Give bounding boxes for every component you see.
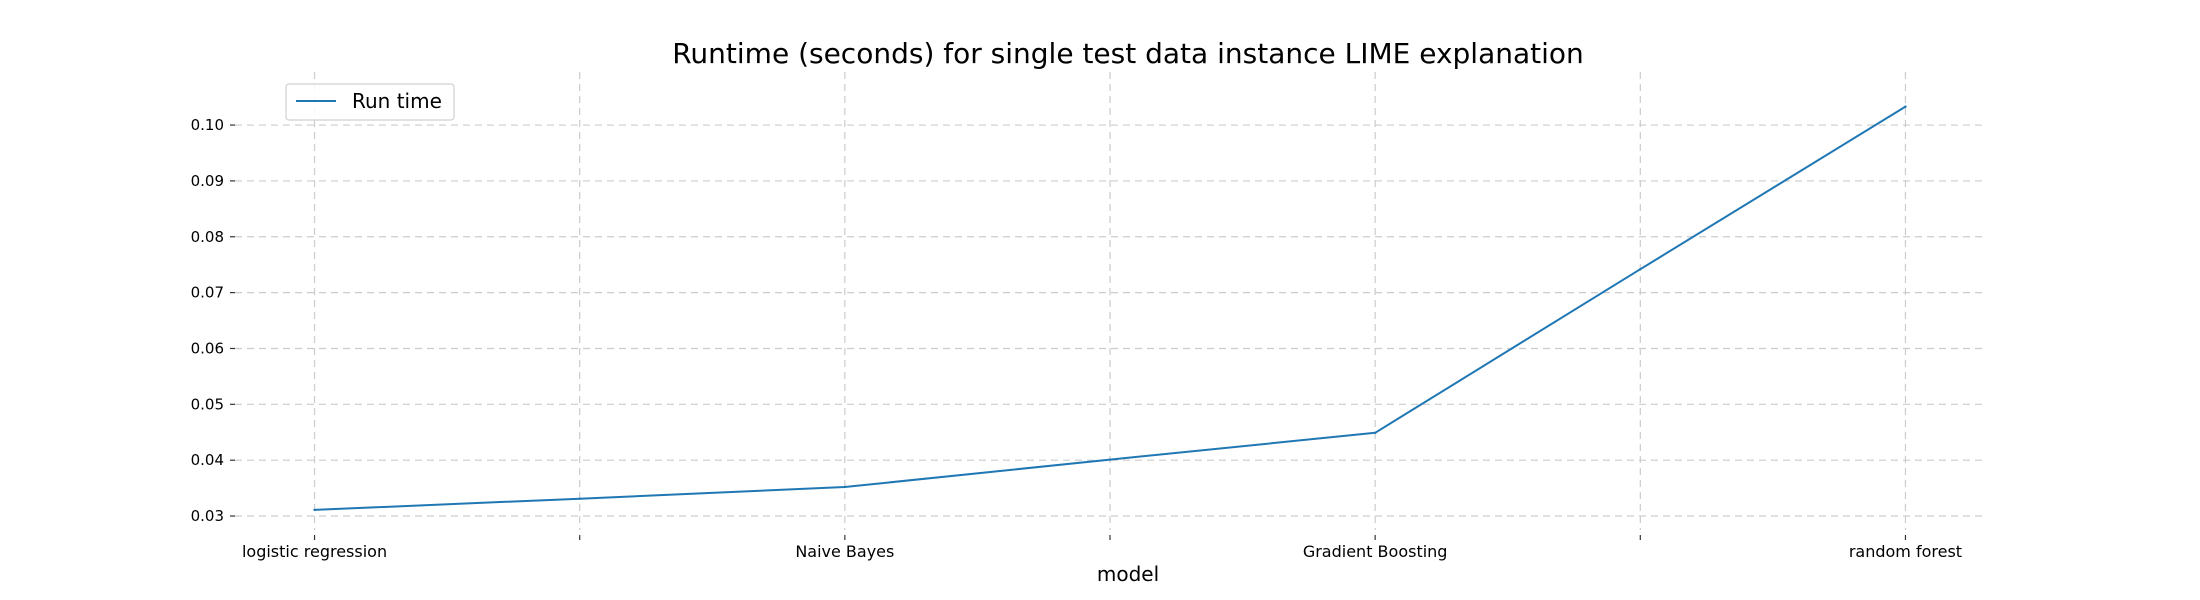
axis-ticks: 0.03 0.04 0.05 0.06 0.07 0.08 0.09 0.10 logistic… [191, 116, 1962, 561]
legend-label-run-time: Run time [352, 89, 442, 113]
data-point [1108, 458, 1112, 461]
legend-box [285, 83, 455, 121]
y-tick-label: 0.09 [191, 172, 224, 190]
grid [235, 72, 1985, 530]
x-axis-label: model [1097, 562, 1159, 586]
series-layer [313, 105, 1907, 512]
legend: Run time [285, 83, 455, 121]
y-tick-label: 0.08 [191, 228, 224, 246]
y-tick-label: 0.07 [191, 284, 224, 302]
y-tick-label: 0.06 [191, 339, 224, 357]
y-tick-label: 0.03 [191, 507, 224, 525]
data-point [1639, 267, 1642, 271]
y-tick-label: 0.10 [191, 116, 224, 134]
x-tick-label: random forest [1849, 542, 1962, 561]
data-point [313, 508, 316, 512]
chart-title: Runtime (seconds) for single test data i… [672, 37, 1584, 70]
x-tick-label: logistic regression [242, 542, 387, 561]
y-tick-label: 0.05 [191, 395, 224, 413]
x-tick-label: Naive Bayes [795, 542, 894, 561]
data-point [1373, 431, 1377, 435]
data-point [578, 497, 581, 500]
y-tick-label: 0.04 [191, 451, 224, 469]
x-tick-label: Gradient Boosting [1303, 542, 1448, 561]
data-point [1904, 105, 1907, 108]
data-point [843, 485, 847, 489]
